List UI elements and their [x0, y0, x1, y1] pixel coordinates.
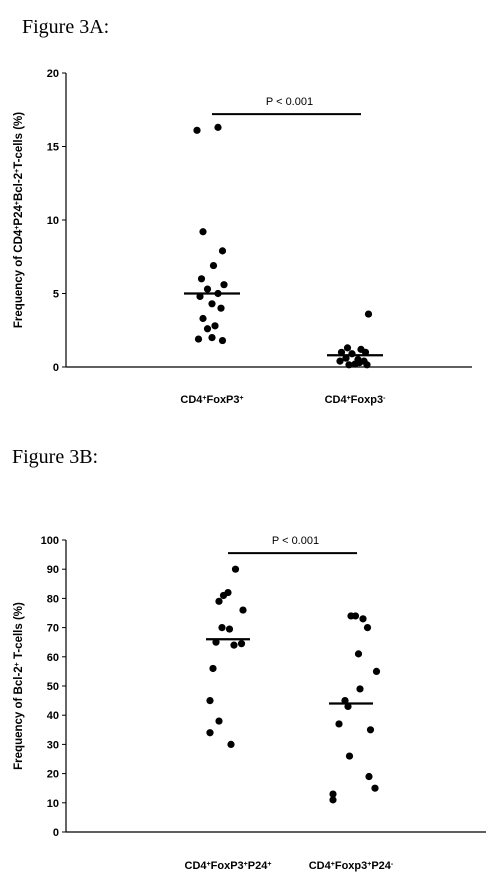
- data-point: [231, 565, 240, 573]
- chart-figure-3a: 0 5 10 15 20 Frequency of CD4+P24+Bcl-2+T-cel…: [13, 68, 472, 406]
- data-point: [218, 336, 227, 345]
- data-point: [354, 650, 363, 658]
- data-point: [208, 334, 216, 342]
- data-point: [371, 784, 379, 792]
- data-point: [199, 228, 207, 236]
- y-tick-label: 100: [41, 535, 59, 547]
- data-point: [356, 685, 364, 693]
- y-tick-label: 15: [47, 142, 59, 154]
- data-point: [197, 275, 206, 283]
- y-tick-label: 40: [47, 710, 59, 722]
- data-point: [218, 624, 226, 632]
- data-point: [329, 796, 337, 804]
- y-tick-label: 10: [47, 215, 59, 227]
- data-point: [345, 361, 353, 369]
- data-point: [329, 790, 337, 798]
- data-point: [199, 314, 207, 323]
- data-point: [343, 344, 352, 352]
- data-point: [214, 123, 222, 131]
- data-point: [345, 752, 354, 760]
- x-category-label: CD4+Foxp3-: [325, 394, 387, 406]
- data-point: [363, 361, 371, 369]
- data-point: [336, 357, 344, 365]
- data-point: [212, 638, 220, 646]
- data-point: [196, 292, 204, 301]
- data-point: [215, 597, 223, 605]
- y-tick-label: 60: [47, 652, 59, 664]
- y-axis-title: Frequency of Bcl-2+ T-cells (%): [13, 602, 25, 770]
- data-point: [215, 717, 223, 725]
- data-point: [344, 702, 352, 711]
- y-tick-label: 30: [47, 739, 59, 751]
- x-category-label: CD4+Foxp3+P24-: [309, 860, 394, 872]
- y-tick-label: 20: [47, 769, 59, 781]
- data-point: [342, 354, 350, 362]
- data-point: [219, 591, 228, 600]
- data-point: [335, 720, 343, 728]
- data-point: [237, 640, 246, 648]
- data-point: [217, 304, 225, 312]
- data-point: [361, 348, 370, 356]
- y-tick-label: 80: [47, 593, 59, 605]
- y-tick-label: 5: [53, 289, 59, 301]
- data-point: [203, 285, 212, 293]
- data-point: [230, 641, 238, 649]
- y-axis-title: Frequency of CD4+P24+Bcl-2+T-cells (%): [13, 112, 25, 328]
- data-point: [218, 247, 227, 255]
- data-point: [211, 322, 219, 330]
- p-value-label: P < 0.001: [266, 96, 313, 108]
- data-point: [194, 335, 203, 343]
- data-point: [209, 664, 217, 673]
- data-point: [209, 261, 218, 270]
- y-tick-label: 70: [47, 623, 59, 635]
- data-point: [341, 697, 349, 705]
- y-tick-label: 20: [47, 68, 59, 80]
- data-point: [227, 740, 235, 749]
- data-point: [220, 281, 228, 289]
- chart-figure-3b: 0 10 20 30 40 50 60 70 80 90 100 Frequency of Bcl-2…: [13, 535, 486, 872]
- data-point: [206, 697, 214, 705]
- data-point: [355, 358, 364, 367]
- data-point: [359, 615, 367, 623]
- data-point: [206, 729, 214, 737]
- x-category-label: CD4+FoxP3+: [180, 394, 243, 406]
- data-point: [351, 612, 360, 620]
- data-point: [225, 625, 234, 633]
- y-tick-label: 0: [53, 362, 59, 374]
- data-point: [363, 624, 372, 632]
- x-category-label: CD4+FoxP3+P24+: [185, 860, 272, 872]
- data-point: [365, 772, 373, 781]
- data-point: [364, 310, 373, 318]
- y-tick-label: 0: [53, 827, 59, 839]
- data-point: [366, 726, 375, 734]
- data-point: [239, 606, 247, 614]
- data-point: [193, 126, 201, 134]
- p-value-label: P < 0.001: [272, 535, 319, 547]
- figure-3b-title: Figure 3B:: [12, 446, 99, 468]
- data-point: [203, 325, 212, 333]
- y-tick-label: 90: [47, 564, 59, 576]
- figure-3a-title: Figure 3A:: [22, 16, 110, 38]
- data-point: [372, 667, 381, 676]
- data-point: [208, 300, 216, 308]
- data-point: [337, 348, 346, 356]
- y-tick-label: 10: [47, 798, 59, 810]
- y-tick-label: 50: [47, 681, 59, 693]
